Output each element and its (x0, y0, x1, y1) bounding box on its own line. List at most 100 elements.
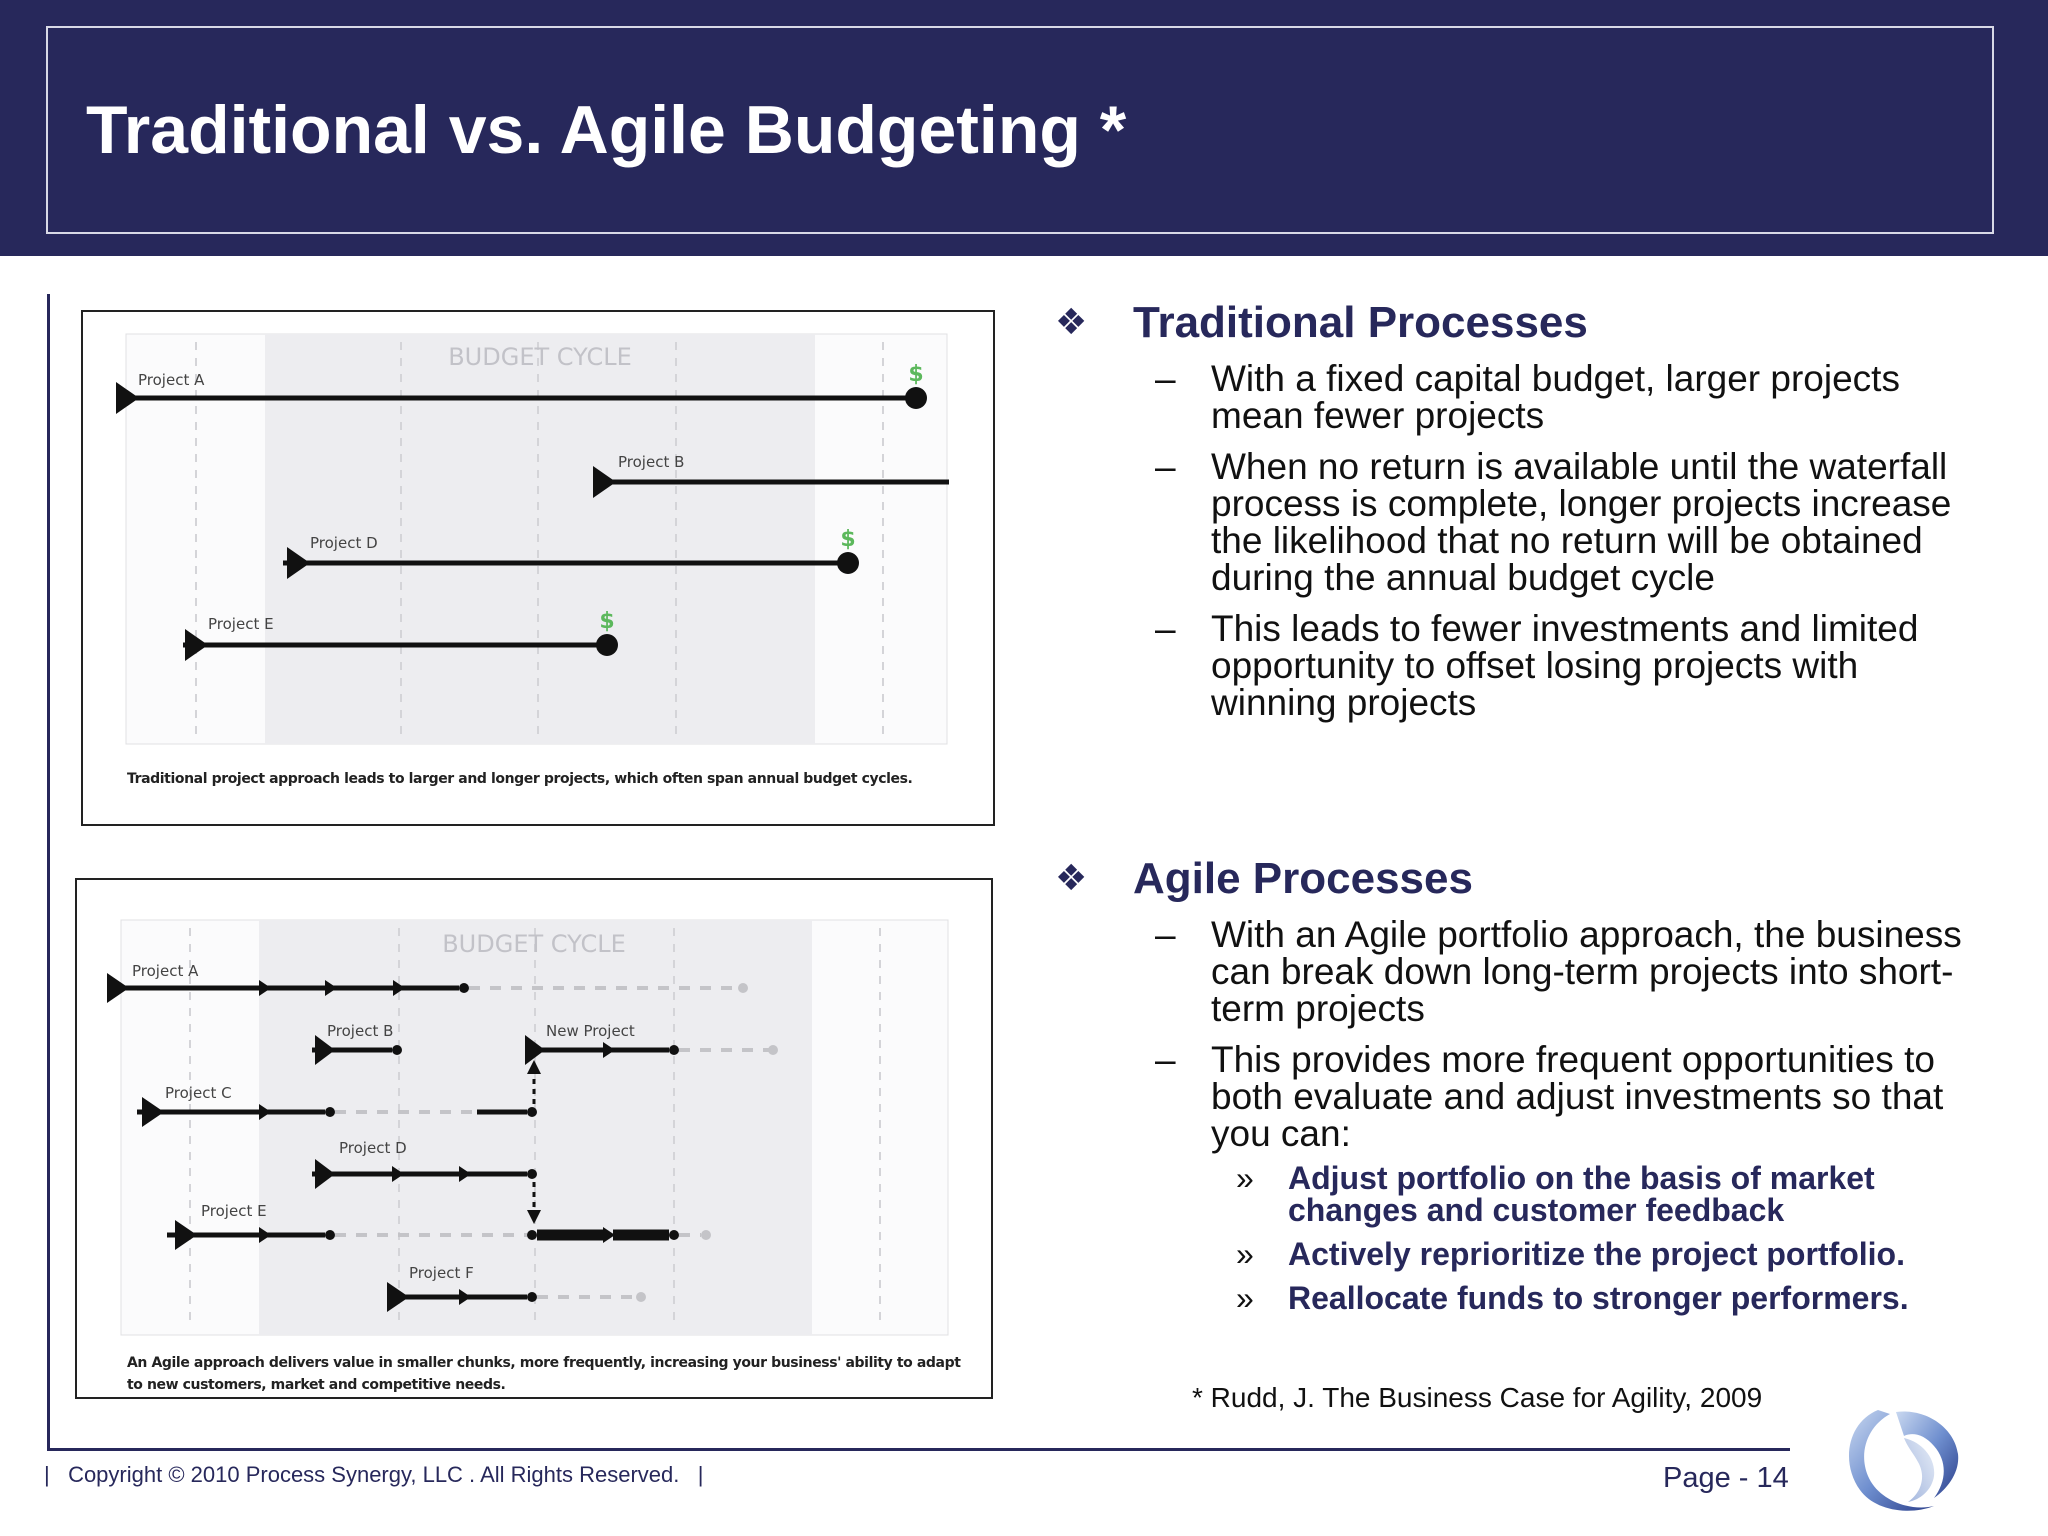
increment-marker (527, 1169, 537, 1179)
increment-marker (325, 1230, 335, 1240)
increment-marker (392, 1166, 404, 1182)
subpoint-text: Adjust portfolio on the basis of market … (1288, 1160, 1875, 1228)
project-a-return-marker: $ (908, 362, 923, 387)
slide-title: Traditional vs. Agile Budgeting * (86, 92, 1127, 168)
increment-marker (527, 1107, 537, 1117)
traditional-points: – With a fixed capital budget, larger pro… (1155, 360, 1975, 735)
traditional-diagram: BUDGET CYCLE Project A $ Project B Proje… (81, 310, 995, 826)
title-frame (46, 26, 1994, 234)
increment-marker (669, 1045, 679, 1055)
agile-project-a-future-end (738, 983, 748, 993)
list-item: – When no return is available until the w… (1155, 448, 1975, 596)
reallocate-arrowhead (527, 1210, 541, 1224)
agile-project-e-future-end (701, 1230, 711, 1240)
point-text: With an Agile portfolio approach, the bu… (1211, 914, 1962, 1029)
increment-marker (459, 1289, 471, 1305)
increment-marker (527, 1230, 537, 1240)
dash-marker: – (1155, 358, 1176, 399)
agile-caption: An Agile approach delivers value in smal… (127, 1355, 961, 1393)
agile-project-f-label: Project F (409, 1264, 474, 1282)
project-d-label: Project D (310, 534, 378, 552)
footer-copyright: | Copyright © 2010 Process Synergy, LLC … (44, 1462, 703, 1488)
point-text: When no return is available until the wa… (1211, 446, 1952, 598)
dash-marker: – (1155, 446, 1176, 487)
dash-marker: – (1155, 1039, 1176, 1080)
subpoint-text: Reallocate funds to stronger performers. (1288, 1280, 1909, 1316)
agile-heading-text: Agile Processes (1133, 854, 1473, 903)
increment-marker (259, 1227, 271, 1243)
project-a-label: Project A (138, 371, 205, 389)
agile-project-b-start-marker (315, 1035, 335, 1065)
increment-marker (459, 983, 469, 993)
agile-subpoints: » Adjust portfolio on the basis of market… (1236, 1162, 1976, 1326)
point-text: This leads to fewer investments and limi… (1211, 608, 1919, 723)
increment-marker (259, 980, 271, 996)
agile-project-e-label: Project E (201, 1202, 267, 1220)
increment-marker (325, 1107, 335, 1117)
subpoint-text: Actively reprioritize the project portfo… (1288, 1236, 1905, 1272)
agile-project-d-start-marker (315, 1159, 335, 1189)
footer-rule (47, 1448, 1790, 1451)
agile-project-b-label: Project B (327, 1022, 393, 1040)
agile-project-c-label: Project C (165, 1084, 232, 1102)
list-item: – With an Agile portfolio approach, the b… (1155, 916, 1975, 1027)
traditional-heading: ❖ Traditional Processes (1055, 296, 1588, 349)
new-project-future-end (768, 1045, 778, 1055)
agile-heading: ❖ Agile Processes (1055, 852, 1473, 905)
project-d-start-marker (287, 547, 310, 579)
agile-project-f-future-end (636, 1292, 646, 1302)
project-a-end-marker (905, 387, 927, 409)
new-project-label: New Project (546, 1022, 635, 1040)
footer-separator: | (44, 1462, 50, 1487)
increment-marker (669, 1230, 679, 1240)
reallocate-arrowhead (527, 1060, 541, 1074)
agile-project-d-label: Project D (339, 1139, 407, 1157)
list-item: – This leads to fewer investments and lim… (1155, 610, 1975, 721)
project-d-end-marker (837, 552, 859, 574)
project-d-return-marker: $ (840, 527, 855, 552)
project-b-start-marker (593, 466, 616, 498)
copyright-text: Copyright © 2010 Process Synergy, LLC . … (68, 1462, 680, 1487)
footnote: * Rudd, J. The Business Case for Agility… (1192, 1382, 1763, 1413)
title-bar: Traditional vs. Agile Budgeting * (0, 0, 2048, 256)
agile-project-e-start-marker (175, 1220, 197, 1250)
chevron-marker: » (1236, 1236, 1254, 1272)
list-item: » Actively reprioritize the project portf… (1236, 1238, 1976, 1270)
increment-marker (527, 1292, 537, 1302)
agile-points: – With an Agile portfolio approach, the b… (1155, 916, 1975, 1166)
page-number: Page - 14 (1663, 1462, 1789, 1494)
agile-project-f-start-marker (387, 1282, 409, 1312)
project-e-start-marker (185, 629, 208, 661)
increment-marker (325, 980, 337, 996)
increment-marker (459, 1166, 471, 1182)
project-e-return-marker: $ (599, 609, 614, 634)
diamond-bullet-icon: ❖ (1055, 301, 1088, 342)
company-logo-icon (1848, 1410, 1959, 1511)
dash-marker: – (1155, 608, 1176, 649)
chevron-marker: » (1236, 1280, 1254, 1316)
footer-separator: | (697, 1462, 704, 1487)
budget-cycle-label: BUDGET CYCLE (442, 930, 626, 958)
project-e-label: Project E (208, 615, 274, 633)
increment-marker (603, 1227, 615, 1243)
diamond-bullet-icon: ❖ (1055, 857, 1088, 898)
chevron-marker: » (1236, 1160, 1254, 1196)
agile-project-c-start-marker (142, 1097, 164, 1127)
left-rule (47, 294, 50, 1451)
point-text: With a fixed capital budget, larger proj… (1211, 358, 1900, 436)
agile-project-b-end-marker (392, 1045, 402, 1055)
budget-cycle-band (265, 334, 815, 744)
list-item: » Reallocate funds to stronger performers… (1236, 1282, 1976, 1314)
list-item: – With a fixed capital budget, larger pro… (1155, 360, 1975, 434)
project-b-label: Project B (618, 453, 684, 471)
agile-project-a-label: Project A (132, 962, 199, 980)
increment-marker (393, 980, 405, 996)
project-e-end-marker (596, 634, 618, 656)
agile-diagram: BUDGET CYCLE Project A Project B New Pro… (75, 878, 993, 1399)
increment-marker (259, 1104, 271, 1120)
point-text: This provides more frequent opportunitie… (1211, 1039, 1944, 1154)
list-item: – This provides more frequent opportuniti… (1155, 1041, 1975, 1152)
dash-marker: – (1155, 914, 1176, 955)
agile-timeline: BUDGET CYCLE Project A Project B New Pro… (107, 919, 949, 1336)
list-item: » Adjust portfolio on the basis of market… (1236, 1162, 1976, 1226)
